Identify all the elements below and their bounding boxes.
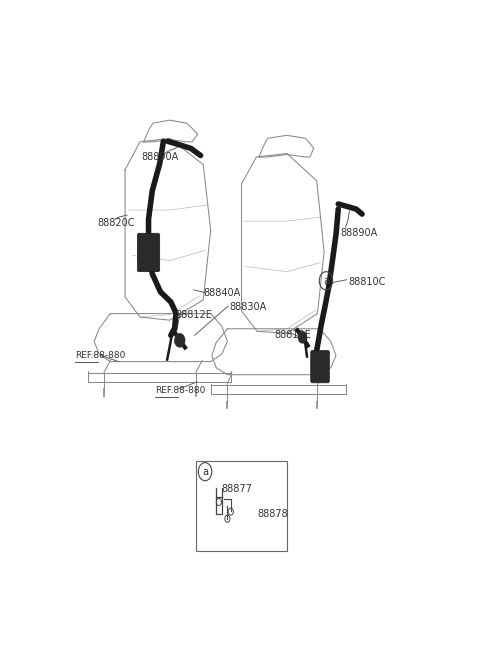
Text: REF.88-880: REF.88-880 — [75, 351, 125, 360]
Text: a: a — [323, 276, 329, 286]
Text: 88878: 88878 — [257, 509, 288, 519]
Text: 88812E: 88812E — [175, 310, 212, 320]
Text: 88810C: 88810C — [348, 277, 385, 287]
FancyBboxPatch shape — [137, 234, 160, 272]
Text: 88890A: 88890A — [142, 152, 179, 162]
Text: 88812E: 88812E — [274, 331, 311, 340]
Text: 88820C: 88820C — [97, 218, 135, 228]
Circle shape — [299, 332, 307, 343]
Text: 88840A: 88840A — [203, 289, 240, 298]
Text: REF.88-880: REF.88-880 — [155, 386, 205, 396]
FancyBboxPatch shape — [311, 350, 329, 383]
Text: 88830A: 88830A — [229, 302, 266, 312]
Text: a: a — [202, 466, 208, 477]
Circle shape — [175, 334, 185, 347]
Text: 88890A: 88890A — [341, 228, 378, 237]
Text: 88877: 88877 — [222, 484, 252, 494]
Bar — [196, 461, 287, 551]
